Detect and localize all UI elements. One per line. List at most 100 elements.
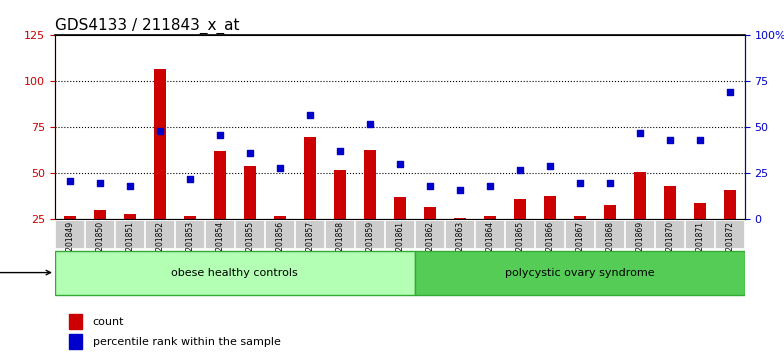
Point <box>124 183 136 189</box>
Point <box>543 163 556 169</box>
Bar <box>64 216 76 266</box>
FancyBboxPatch shape <box>475 220 504 248</box>
Point <box>604 180 616 185</box>
Bar <box>633 172 646 266</box>
Bar <box>154 69 166 266</box>
Point <box>394 161 406 167</box>
FancyBboxPatch shape <box>266 220 294 248</box>
FancyBboxPatch shape <box>55 251 415 295</box>
FancyBboxPatch shape <box>415 251 745 295</box>
Bar <box>184 216 196 266</box>
Text: GSM201865: GSM201865 <box>515 221 524 267</box>
Point <box>93 180 106 185</box>
Bar <box>574 216 586 266</box>
Text: GSM201853: GSM201853 <box>185 221 194 267</box>
Point <box>724 90 736 95</box>
FancyBboxPatch shape <box>506 220 534 248</box>
Text: GSM201850: GSM201850 <box>96 221 104 267</box>
Bar <box>694 203 706 266</box>
Bar <box>514 199 526 266</box>
Point <box>333 149 346 154</box>
Bar <box>274 216 286 266</box>
FancyBboxPatch shape <box>655 220 684 248</box>
Text: GSM201858: GSM201858 <box>336 221 344 267</box>
FancyBboxPatch shape <box>56 220 84 248</box>
Point <box>64 178 76 184</box>
Text: GSM201861: GSM201861 <box>395 221 405 267</box>
Point <box>454 187 466 193</box>
Text: GSM201871: GSM201871 <box>695 221 704 267</box>
Bar <box>124 214 136 266</box>
FancyBboxPatch shape <box>325 220 354 248</box>
FancyBboxPatch shape <box>205 220 234 248</box>
FancyBboxPatch shape <box>595 220 624 248</box>
FancyBboxPatch shape <box>685 220 714 248</box>
Bar <box>69 334 82 349</box>
Bar <box>364 149 376 266</box>
Text: GSM201859: GSM201859 <box>365 221 374 267</box>
Bar <box>334 170 346 266</box>
FancyBboxPatch shape <box>445 220 474 248</box>
Text: count: count <box>93 317 125 327</box>
FancyBboxPatch shape <box>296 220 325 248</box>
Text: GSM201863: GSM201863 <box>456 221 464 267</box>
FancyBboxPatch shape <box>565 220 594 248</box>
FancyBboxPatch shape <box>146 220 174 248</box>
Text: GSM201855: GSM201855 <box>245 221 254 267</box>
FancyBboxPatch shape <box>716 220 744 248</box>
Text: GSM201852: GSM201852 <box>155 221 165 267</box>
Point <box>694 137 706 143</box>
Text: GSM201862: GSM201862 <box>426 221 434 267</box>
Point <box>183 176 196 182</box>
Bar <box>484 216 495 266</box>
Text: percentile rank within the sample: percentile rank within the sample <box>93 337 281 347</box>
Bar <box>724 190 736 266</box>
Text: GSM201866: GSM201866 <box>546 221 554 267</box>
Bar <box>69 314 82 329</box>
FancyBboxPatch shape <box>355 220 384 248</box>
Text: GSM201851: GSM201851 <box>125 221 134 267</box>
Point <box>484 183 496 189</box>
Point <box>574 180 586 185</box>
Bar <box>394 198 406 266</box>
Point <box>154 128 166 134</box>
FancyBboxPatch shape <box>535 220 564 248</box>
Text: obese healthy controls: obese healthy controls <box>172 268 298 278</box>
FancyBboxPatch shape <box>416 220 445 248</box>
FancyBboxPatch shape <box>235 220 264 248</box>
Text: polycystic ovary syndrome: polycystic ovary syndrome <box>505 268 655 278</box>
Text: GSM201868: GSM201868 <box>605 221 615 267</box>
FancyBboxPatch shape <box>626 220 654 248</box>
FancyBboxPatch shape <box>386 220 414 248</box>
Point <box>633 130 646 136</box>
FancyBboxPatch shape <box>176 220 205 248</box>
Bar <box>304 137 316 266</box>
Point <box>423 183 436 189</box>
Text: GSM201864: GSM201864 <box>485 221 495 267</box>
Text: GSM201872: GSM201872 <box>725 221 735 267</box>
Point <box>514 167 526 173</box>
Bar <box>244 166 256 266</box>
Bar <box>214 152 226 266</box>
Bar <box>94 210 106 266</box>
Bar <box>664 186 676 266</box>
Bar <box>604 205 615 266</box>
Text: GDS4133 / 211843_x_at: GDS4133 / 211843_x_at <box>55 18 239 34</box>
Text: disease state: disease state <box>0 268 50 278</box>
FancyBboxPatch shape <box>115 220 144 248</box>
Text: GSM201856: GSM201856 <box>275 221 285 267</box>
Point <box>364 121 376 127</box>
Point <box>303 112 316 118</box>
Bar <box>424 207 436 266</box>
Text: GSM201854: GSM201854 <box>216 221 224 267</box>
FancyBboxPatch shape <box>85 220 114 248</box>
Text: GSM201870: GSM201870 <box>666 221 674 267</box>
Text: GSM201867: GSM201867 <box>575 221 584 267</box>
Point <box>213 132 226 138</box>
Text: GSM201869: GSM201869 <box>635 221 644 267</box>
Point <box>663 137 676 143</box>
Text: GSM201849: GSM201849 <box>65 221 74 267</box>
Bar <box>544 195 556 266</box>
Point <box>244 150 256 156</box>
Text: GSM201857: GSM201857 <box>305 221 314 267</box>
